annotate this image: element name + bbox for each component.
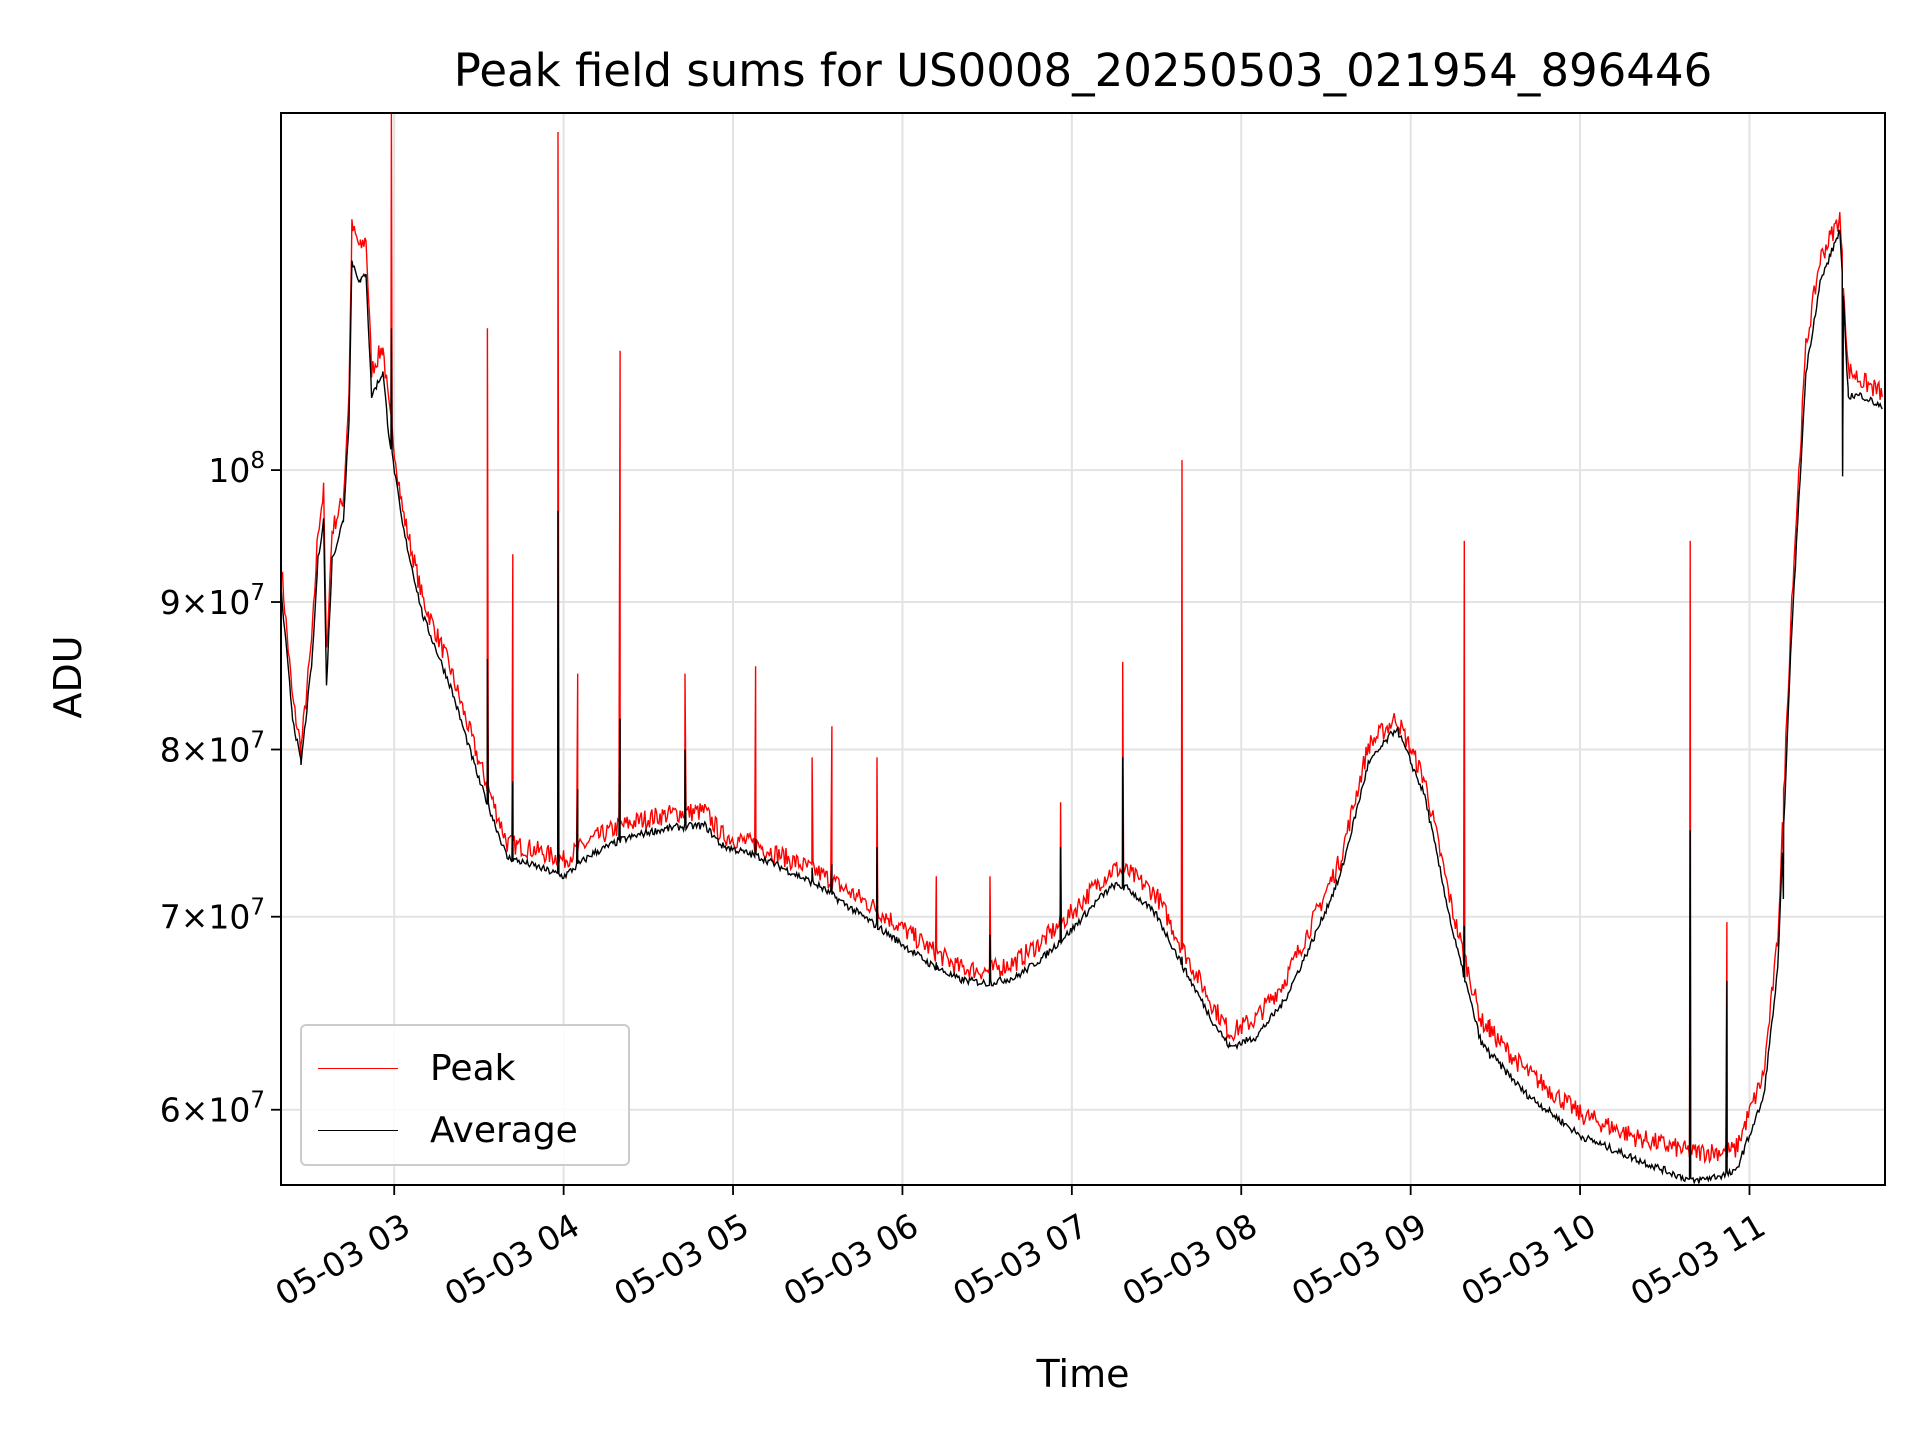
x-tick-label: 05-03 04: [438, 1206, 586, 1314]
series-line-average: [280, 229, 1883, 1185]
y-tick-label: 8×107: [160, 728, 265, 770]
y-tick-label: 108: [208, 448, 265, 490]
chart-title: Peak field sums for US0008_20250503_0219…: [453, 44, 1713, 97]
y-tick-label: 9×107: [160, 580, 265, 622]
x-tick-label: 05-03 06: [777, 1206, 925, 1314]
x-tick-label: 05-03 11: [1624, 1206, 1772, 1314]
legend-label-peak: Peak: [430, 1047, 516, 1089]
series-line-peak: [280, 112, 1883, 1165]
series-layer: [280, 112, 1883, 1185]
x-tick-label: 05-03 03: [269, 1206, 417, 1314]
y-axis-label: ADU: [46, 635, 90, 719]
y-tick-label: 7×107: [160, 895, 265, 937]
legend-item-peak: Peak: [318, 1047, 516, 1089]
ticks-layer: 05-03 03 05-03 04 05-03 05 05-03 06 05-03 07…: [160, 448, 1772, 1313]
grid-layer: [281, 113, 1885, 1185]
legend: Peak Average: [300, 1024, 630, 1166]
x-tick-label: 05-03 07: [946, 1206, 1094, 1314]
x-tick-label: 05-03 08: [1116, 1206, 1264, 1314]
plot-frame: [280, 112, 1886, 1186]
legend-item-average: Average: [318, 1109, 578, 1151]
x-tick-label: 05-03 09: [1285, 1206, 1433, 1314]
legend-swatch-peak: [318, 1067, 398, 1069]
y-tick-label: 6×107: [160, 1088, 265, 1130]
x-axis-label: Time: [1036, 1352, 1130, 1396]
legend-swatch-average: [318, 1129, 398, 1131]
legend-label-average: Average: [430, 1109, 578, 1151]
x-tick-label: 05-03 10: [1454, 1206, 1602, 1314]
x-tick-label: 05-03 05: [607, 1206, 755, 1314]
